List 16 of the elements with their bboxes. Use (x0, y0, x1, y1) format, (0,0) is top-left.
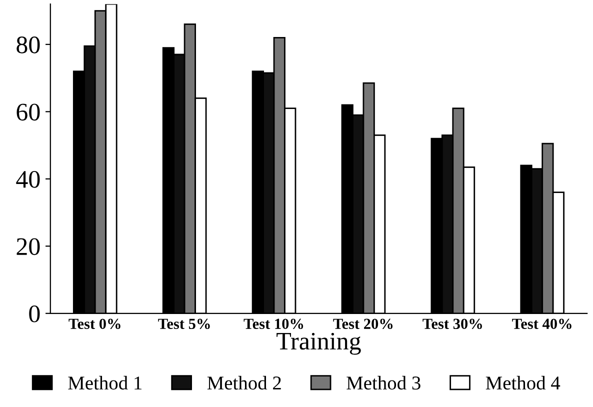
legend-label: Method 4 (486, 376, 560, 390)
y-tick-label: 20 (16, 238, 40, 256)
x-tick-label: Test 30% (422, 318, 482, 330)
y-tick-label: 0 (29, 305, 40, 322)
x-tick-label: Test 10% (244, 318, 304, 330)
x-tick-label: Test 20% (333, 318, 393, 330)
x-axis-title: Training (276, 332, 361, 355)
x-tick-label: Test 40% (512, 318, 572, 330)
legend-label: Method 3 (346, 376, 420, 390)
y-tick-label: 60 (16, 104, 40, 121)
legend-label: Method 1 (68, 376, 142, 390)
x-tick-label: Test 0% (68, 318, 120, 330)
legend-label: Method 2 (207, 376, 281, 390)
x-tick-label: Test 5% (158, 318, 210, 330)
y-tick-label: 40 (16, 170, 40, 188)
y-tick-label: 80 (16, 36, 40, 54)
